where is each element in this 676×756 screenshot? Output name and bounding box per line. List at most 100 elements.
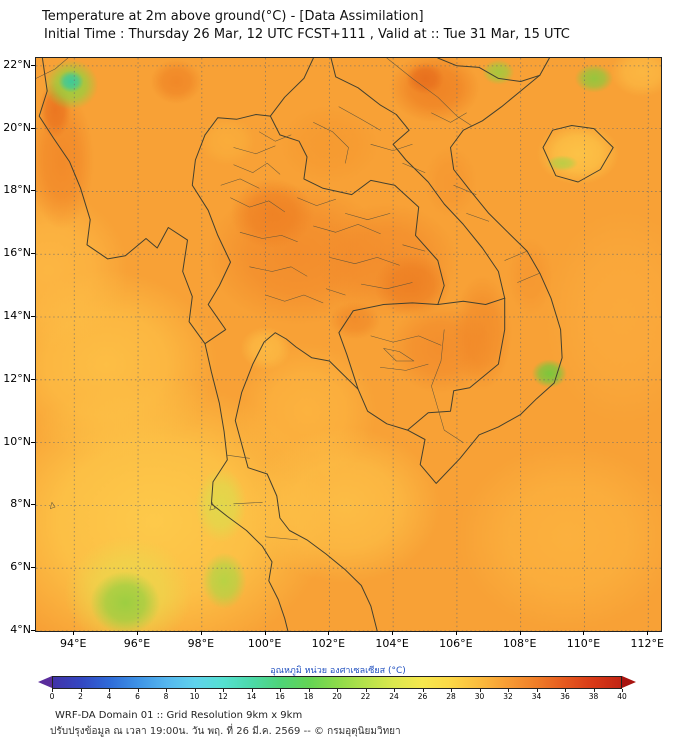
colorbar-tick-label: 24 xyxy=(389,692,399,701)
boundary-line xyxy=(191,134,231,345)
colorbar-tick-label: 28 xyxy=(446,692,456,701)
colorbar-tick-label: 10 xyxy=(189,692,200,701)
lat-tick-label: 16°N xyxy=(3,246,31,260)
boundary-line xyxy=(265,536,298,541)
boundary-line xyxy=(370,144,413,151)
lat-tick-label: 4°N xyxy=(10,623,31,636)
footer-update-info: ปรับปรุงข้อมูล ณ เวลา 19:00น. วัน พฤ. ที… xyxy=(50,726,401,737)
colorbar-tick-mark xyxy=(536,689,538,692)
lat-tick-label: 14°N xyxy=(3,309,31,323)
colorbar-tick-mark xyxy=(622,689,623,692)
boundary-line xyxy=(338,106,381,131)
lon-tick-label: 96°E xyxy=(123,637,151,650)
colorbar-tick-mark xyxy=(565,689,566,692)
boundary-line xyxy=(431,112,467,123)
lat-tick-label: 18°N xyxy=(3,183,31,197)
boundary-line xyxy=(269,115,445,305)
colorbar xyxy=(38,676,636,689)
colorbar-tick-mark xyxy=(194,689,196,692)
colorbar-tick-label: 20 xyxy=(332,692,342,701)
lat-tick-mark xyxy=(31,127,35,129)
lon-tick-mark xyxy=(519,631,521,635)
lon-tick-mark xyxy=(392,631,394,635)
lat-tick-mark xyxy=(31,378,35,380)
colorbar-tick-mark xyxy=(308,689,310,692)
colorbar-tick-label: 30 xyxy=(474,692,485,701)
boundary-line xyxy=(38,58,289,631)
colorbar-label: อุณหภูมิ หน่วย องศาเซลเซียส (°C) xyxy=(270,666,406,676)
colorbar-gradient xyxy=(52,676,622,689)
map-overlay-svg xyxy=(36,58,661,631)
lat-tick-label: 22°N xyxy=(3,57,31,71)
lat-tick-label: 6°N xyxy=(10,560,31,574)
colorbar-tick-label: 8 xyxy=(163,692,169,701)
boundary-line xyxy=(249,266,308,277)
boundary-line xyxy=(297,197,336,206)
colorbar-tick-label: 26 xyxy=(417,692,428,701)
lat-tick-mark xyxy=(31,504,35,506)
lat-tick-mark xyxy=(31,567,35,569)
lon-tick-mark xyxy=(328,631,330,635)
map-title: Temperature at 2m above ground(°C) - [Da… xyxy=(42,9,424,24)
colorbar-tick-label: 12 xyxy=(218,692,228,701)
boundary-line xyxy=(313,224,381,235)
boundary-line xyxy=(50,502,56,509)
colorbar-tick-label: 38 xyxy=(588,692,599,701)
lon-tick-label: 108°E xyxy=(502,637,537,650)
colorbar-tick-label: 6 xyxy=(135,692,140,701)
boundary-line xyxy=(258,131,292,142)
boundary-line xyxy=(329,257,400,266)
boundary-line xyxy=(437,297,506,305)
lon-tick-mark xyxy=(583,631,585,635)
boundary-line xyxy=(380,363,429,371)
boundary-line xyxy=(386,58,472,126)
lon-tick-label: 106°E xyxy=(439,637,473,650)
colorbar-tick-mark xyxy=(394,689,395,692)
lon-tick-mark xyxy=(647,631,649,635)
boundary-line xyxy=(265,294,324,304)
lon-tick-label: 104°E xyxy=(375,637,409,650)
colorbar-tick-label: 22 xyxy=(360,692,371,701)
lon-tick-label: 98°E xyxy=(187,637,215,650)
boundary-line xyxy=(313,122,349,164)
boundary-line xyxy=(542,125,614,183)
colorbar-tick-mark xyxy=(280,689,281,692)
lon-tick-label: 94°E xyxy=(60,637,87,650)
colorbar-left-arrow xyxy=(38,676,52,688)
boundary-line xyxy=(383,348,415,362)
lon-tick-label: 102°E xyxy=(311,637,346,650)
colorbar-tick-label: 0 xyxy=(49,692,55,701)
boundary-line xyxy=(345,213,391,220)
boundary-line xyxy=(325,288,346,296)
colorbar-tick-label: 4 xyxy=(106,692,112,701)
boundary-line xyxy=(407,297,506,431)
lon-tick-mark xyxy=(455,631,457,635)
map-plot-area xyxy=(35,57,662,632)
boundary-line xyxy=(233,162,281,175)
lon-tick-mark xyxy=(137,631,139,635)
lat-tick-mark xyxy=(31,64,35,66)
colorbar-tick-mark xyxy=(337,689,338,692)
lat-tick-mark xyxy=(31,190,35,192)
boundary-line xyxy=(233,502,263,505)
colorbar-tick-label: 36 xyxy=(560,692,570,701)
colorbar-tick-mark xyxy=(479,689,481,692)
colorbar-tick-mark xyxy=(166,689,167,692)
boundary-line xyxy=(204,58,314,136)
lat-tick-mark xyxy=(31,441,35,443)
boundary-line xyxy=(36,58,69,79)
colorbar-tick-mark xyxy=(251,689,253,692)
boundary-line xyxy=(402,244,426,252)
boundary-line xyxy=(453,184,477,195)
boundary-line xyxy=(230,197,285,213)
boundary-line xyxy=(233,145,276,155)
lon-tick-label: 112°E xyxy=(630,637,664,650)
lat-tick-label: 10°N xyxy=(3,434,31,448)
boundary-line xyxy=(227,454,250,459)
lat-tick-mark xyxy=(31,253,35,255)
colorbar-tick-label: 40 xyxy=(617,692,627,701)
colorbar-tick-mark xyxy=(109,689,110,692)
boundary-line xyxy=(234,58,563,631)
colorbar-tick-mark xyxy=(451,689,452,692)
